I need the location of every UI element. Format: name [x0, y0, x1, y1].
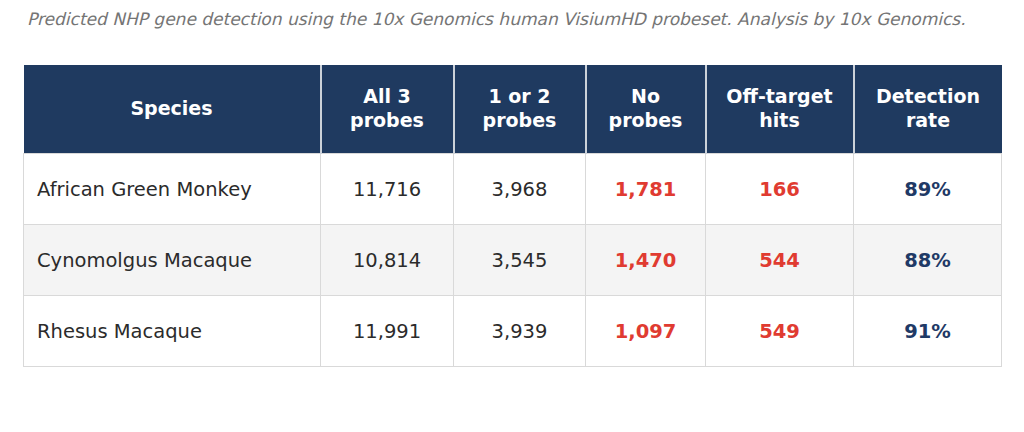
table-header: Species All 3 probes 1 or 2 probes No pr… [24, 65, 1002, 154]
cell-all-3-probes: 11,991 [321, 296, 454, 367]
cell-species: Cynomolgus Macaque [24, 225, 321, 296]
cell-off-target-hits: 544 [706, 225, 854, 296]
cell-detection-rate: 88% [854, 225, 1002, 296]
cell-off-target-hits: 549 [706, 296, 854, 367]
gene-detection-table-container: Species All 3 probes 1 or 2 probes No pr… [23, 65, 1001, 367]
table-caption: Predicted NHP gene detection using the 1… [27, 9, 966, 29]
cell-no-probes: 1,781 [586, 154, 706, 225]
column-header-detection-rate: Detection rate [854, 65, 1002, 154]
column-header-no-probes: No probes [586, 65, 706, 154]
cell-all-3-probes: 11,716 [321, 154, 454, 225]
cell-1-or-2-probes: 3,968 [454, 154, 586, 225]
header-row: Species All 3 probes 1 or 2 probes No pr… [24, 65, 1002, 154]
cell-detection-rate: 89% [854, 154, 1002, 225]
column-header-all-3-probes: All 3 probes [321, 65, 454, 154]
cell-1-or-2-probes: 3,939 [454, 296, 586, 367]
cell-off-target-hits: 166 [706, 154, 854, 225]
table-row: African Green Monkey 11,716 3,968 1,781 … [24, 154, 1002, 225]
cell-all-3-probes: 10,814 [321, 225, 454, 296]
page: Predicted NHP gene detection using the 1… [0, 0, 1024, 432]
column-header-1-or-2-probes: 1 or 2 probes [454, 65, 586, 154]
table-row: Cynomolgus Macaque 10,814 3,545 1,470 54… [24, 225, 1002, 296]
table-body: African Green Monkey 11,716 3,968 1,781 … [24, 154, 1002, 367]
column-header-off-target-hits: Off-target hits [706, 65, 854, 154]
cell-species: Rhesus Macaque [24, 296, 321, 367]
table-row: Rhesus Macaque 11,991 3,939 1,097 549 91… [24, 296, 1002, 367]
gene-detection-table: Species All 3 probes 1 or 2 probes No pr… [23, 65, 1002, 367]
column-header-species: Species [24, 65, 321, 154]
cell-detection-rate: 91% [854, 296, 1002, 367]
cell-no-probes: 1,097 [586, 296, 706, 367]
cell-species: African Green Monkey [24, 154, 321, 225]
cell-no-probes: 1,470 [586, 225, 706, 296]
cell-1-or-2-probes: 3,545 [454, 225, 586, 296]
